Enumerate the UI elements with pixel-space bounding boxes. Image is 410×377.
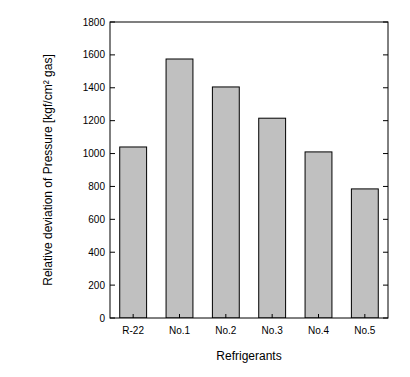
bar [166,59,193,318]
chart-svg: 0 200 400 600 800 1000 1200 1400 1600 1800 R-22 No.… [0,0,410,377]
y-tick-label: 400 [88,247,105,258]
y-tick-right [383,219,388,220]
y-tick-right [383,22,388,23]
x-tick [272,314,273,318]
x-tick-label: No.1 [169,325,191,336]
bar [305,152,332,318]
y-tick-right [383,54,388,55]
x-tick [225,314,226,318]
y-tick [110,186,115,187]
y-tick-label: 800 [88,181,105,192]
x-tick [318,314,319,318]
y-tick-right [383,87,388,88]
y-tick-right [383,153,388,154]
plot-frame [110,22,388,318]
bar [259,118,286,318]
page: {"chart_data": {"type": "bar", "x_label"… [0,0,410,377]
x-tick-label: No.5 [354,325,376,336]
y-tick [110,285,115,286]
y-tick-right [383,252,388,253]
bars [120,59,379,318]
y-tick-label: 600 [88,214,105,225]
y-tick [110,219,115,220]
y-tick-right [383,285,388,286]
bar [120,147,147,318]
x-tick-label: No.4 [308,325,330,336]
chart-container: 0 200 400 600 800 1000 1200 1400 1600 1800 R-22 No.… [0,0,410,377]
x-tick [179,314,180,318]
y-tick-label: 200 [88,280,105,291]
x-tick-label: R-22 [122,325,144,336]
x-tick [133,314,134,318]
y-tick-label: 1200 [83,115,106,126]
y-tick-label: 0 [99,313,105,324]
y-tick-right [383,318,388,319]
y-tick [110,153,115,154]
y-tick-label: 1600 [83,49,106,60]
bar [351,189,378,318]
x-tick-label: No.2 [215,325,237,336]
y-tick [110,87,115,88]
y-tick [110,318,115,319]
y-tick-label: 1400 [83,82,106,93]
x-axis-label: Refrigerants [216,349,281,363]
y-tick-right [383,120,388,121]
y-tick-label: 1800 [83,17,106,28]
bar [212,87,239,318]
y-tick [110,120,115,121]
y-tick-right [383,186,388,187]
y-tick [110,252,115,253]
y-tick [110,54,115,55]
x-tick [364,314,365,318]
y-tick-label: 1000 [83,148,106,159]
y-axis-label: Relative deviation of Pressure [kgf/cm² … [41,54,55,285]
x-tick-label: No.3 [262,325,284,336]
y-tick [110,22,115,23]
